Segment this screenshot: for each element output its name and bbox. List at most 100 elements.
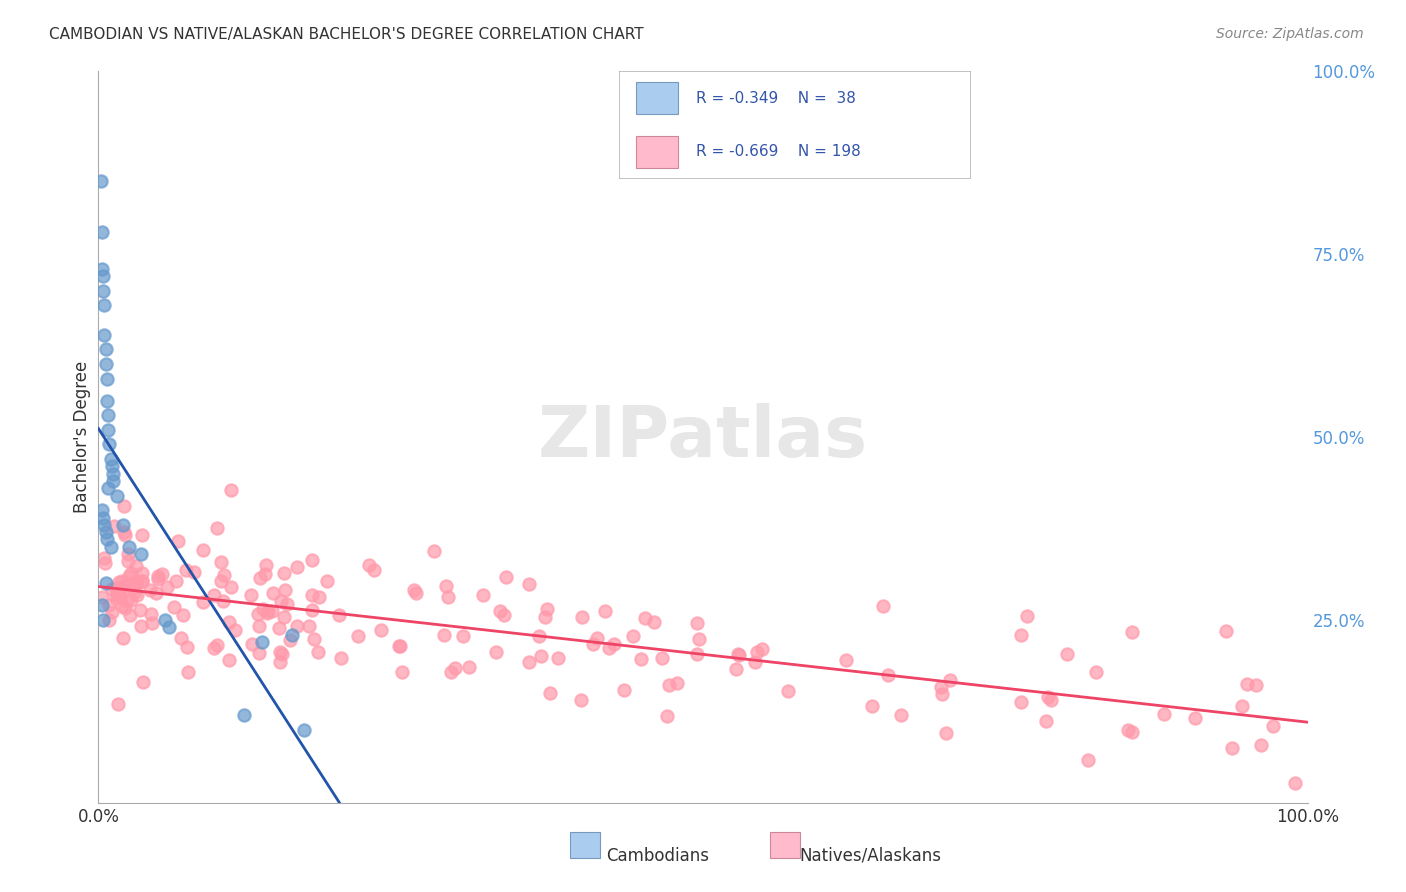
Point xyxy=(112,582,135,597)
Point xyxy=(96,393,118,408)
Point xyxy=(157,620,180,634)
Point xyxy=(153,613,176,627)
Point xyxy=(347,629,370,643)
Point xyxy=(212,594,235,608)
Point xyxy=(658,678,681,692)
Point xyxy=(91,269,114,284)
Point xyxy=(363,563,385,577)
Point xyxy=(404,583,426,598)
Point xyxy=(107,697,129,711)
Point xyxy=(177,665,200,679)
Point xyxy=(269,655,291,669)
Point xyxy=(302,632,325,646)
Point xyxy=(97,408,120,422)
Point xyxy=(276,597,298,611)
Point xyxy=(202,640,225,655)
Point xyxy=(440,665,463,680)
Point xyxy=(651,650,673,665)
Point xyxy=(207,638,229,652)
Point xyxy=(1039,693,1062,707)
Point xyxy=(273,566,295,580)
Point xyxy=(485,645,508,659)
Point xyxy=(370,623,392,637)
Point xyxy=(657,708,679,723)
Point xyxy=(105,586,128,600)
Point xyxy=(146,569,169,583)
Point xyxy=(744,655,766,669)
Point xyxy=(270,593,292,607)
Point xyxy=(91,284,114,298)
Point xyxy=(131,574,153,588)
Point xyxy=(547,650,569,665)
Point xyxy=(1184,711,1206,725)
Point xyxy=(1261,718,1284,732)
Point xyxy=(271,647,294,661)
Point xyxy=(307,645,329,659)
Point xyxy=(110,589,132,603)
Point xyxy=(269,645,291,659)
Point xyxy=(107,589,129,603)
Point xyxy=(96,371,118,385)
Point xyxy=(165,574,187,589)
Point xyxy=(1215,624,1237,638)
Point xyxy=(249,571,271,585)
Point xyxy=(834,652,856,666)
Point xyxy=(877,667,900,681)
Point xyxy=(301,553,323,567)
Point xyxy=(100,459,122,474)
Point xyxy=(93,517,115,532)
Point xyxy=(101,605,124,619)
Point xyxy=(1236,677,1258,691)
Point xyxy=(254,566,277,581)
Point xyxy=(890,708,912,723)
Point xyxy=(315,574,337,588)
Point xyxy=(292,723,315,737)
Point xyxy=(281,627,304,641)
Point xyxy=(1153,706,1175,721)
Point xyxy=(434,579,457,593)
Point xyxy=(125,559,148,574)
Point xyxy=(170,632,193,646)
Point xyxy=(273,609,295,624)
Point xyxy=(117,554,139,568)
Point xyxy=(602,637,624,651)
Text: ZIPatlas: ZIPatlas xyxy=(538,402,868,472)
Point xyxy=(1010,696,1032,710)
Point xyxy=(93,327,115,342)
Point xyxy=(218,615,240,629)
Point xyxy=(120,592,142,607)
Point xyxy=(91,590,114,604)
Point xyxy=(111,574,134,588)
Point xyxy=(146,572,169,586)
Point xyxy=(252,601,274,615)
Point xyxy=(1035,714,1057,728)
Point xyxy=(100,540,122,554)
Point xyxy=(256,607,278,621)
Point xyxy=(93,298,115,312)
Point xyxy=(121,577,143,591)
Point xyxy=(94,576,117,591)
Point xyxy=(114,601,136,615)
Point xyxy=(105,591,128,605)
Point xyxy=(444,661,467,675)
Point xyxy=(167,533,190,548)
Point xyxy=(643,615,665,629)
Text: R = -0.669    N = 198: R = -0.669 N = 198 xyxy=(696,145,860,159)
Point xyxy=(665,676,688,690)
Point xyxy=(96,533,118,547)
Point xyxy=(118,540,141,554)
Point xyxy=(527,629,550,643)
Point xyxy=(117,594,139,608)
Point xyxy=(586,631,609,645)
Point xyxy=(129,619,152,633)
Point xyxy=(103,519,125,533)
FancyBboxPatch shape xyxy=(569,832,600,858)
Point xyxy=(472,588,495,602)
Point xyxy=(688,632,710,646)
Point xyxy=(287,560,309,574)
Point xyxy=(634,611,657,625)
Point xyxy=(120,566,142,580)
Point xyxy=(751,642,773,657)
Point xyxy=(91,503,114,517)
Point xyxy=(101,582,124,596)
